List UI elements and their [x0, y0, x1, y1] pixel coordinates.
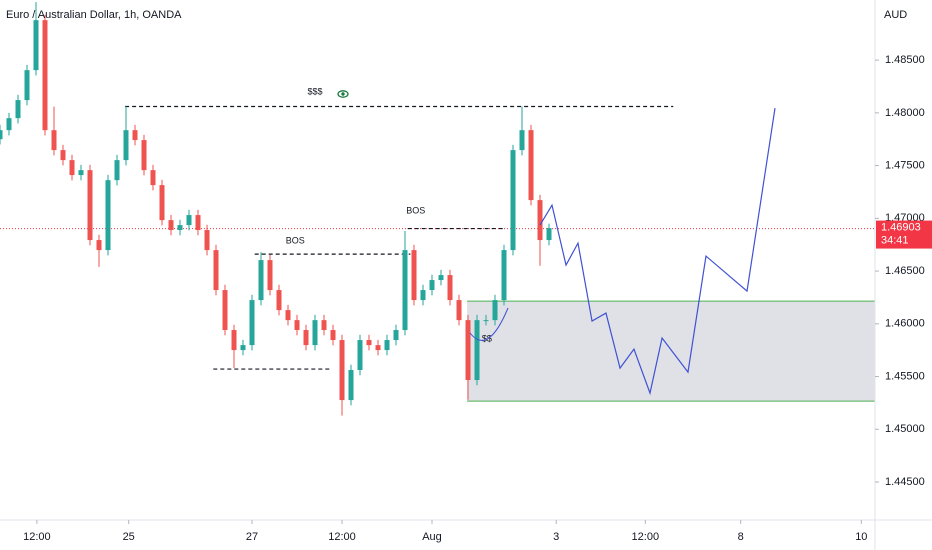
liquidity-curve	[469, 307, 509, 341]
candle-body	[168, 220, 174, 231]
candle-body	[294, 320, 300, 331]
candle-body	[0, 130, 3, 140]
candle-body	[375, 345, 381, 351]
demand-zone	[467, 301, 875, 402]
x-tick-label: 10	[855, 531, 867, 543]
annotation-label: $$	[482, 333, 492, 343]
candle-body	[348, 370, 354, 401]
x-tick-label: 12:00	[632, 531, 660, 543]
y-tick-label: 1.48000	[885, 107, 925, 119]
candle-body	[69, 160, 75, 176]
candle-body	[474, 320, 480, 381]
x-tick-label: Aug	[422, 531, 442, 543]
candle-body	[276, 290, 282, 311]
candle-body	[213, 250, 219, 291]
candle-body	[204, 230, 210, 251]
candle-body	[15, 100, 21, 119]
candle-body	[123, 130, 129, 161]
y-tick-label: 1.45000	[885, 423, 925, 435]
candle-body	[258, 260, 264, 301]
y-tick-label: 1.48500	[885, 54, 925, 66]
price-tag	[876, 220, 932, 249]
x-tick-label: 12:00	[23, 531, 51, 543]
y-tick-label: 1.45500	[885, 370, 925, 382]
candle-body	[6, 118, 12, 131]
x-tick-label: 12:00	[328, 531, 356, 543]
y-tick-label: 1.46500	[885, 265, 925, 277]
candle-body	[528, 130, 534, 201]
candle-body	[87, 170, 93, 241]
chart-title: Euro / Australian Dollar, 1h, OANDA	[6, 9, 182, 21]
candle-body	[447, 275, 453, 301]
price-tag-label: 1.46903	[881, 221, 921, 233]
x-tick-label: 25	[123, 531, 135, 543]
candle-body	[330, 330, 336, 341]
candle-body	[411, 250, 417, 301]
candle-body	[366, 340, 372, 346]
candle-body	[312, 320, 318, 346]
annotation-label: $$$	[307, 86, 322, 96]
candle-body	[402, 250, 408, 331]
candle-body	[438, 275, 444, 281]
candle-body	[186, 215, 192, 226]
candle-body	[420, 290, 426, 301]
candle-body	[483, 320, 489, 322]
candle-body	[492, 300, 498, 321]
candle-body	[510, 150, 516, 251]
projection-line	[539, 108, 776, 396]
candle-body	[465, 320, 471, 381]
candle-body	[150, 170, 156, 186]
candle-body	[51, 130, 57, 151]
candle-body	[105, 180, 111, 251]
candle-body	[546, 228, 552, 241]
eye-icon	[337, 90, 349, 98]
candle-body	[60, 150, 66, 161]
y-tick-label: 1.46000	[885, 318, 925, 330]
candle-body	[303, 330, 309, 346]
annotation-label: BOS	[286, 235, 305, 245]
candle-body	[240, 345, 246, 351]
price-countdown: 34:41	[881, 234, 909, 246]
candle-body	[249, 300, 255, 346]
candle-body	[267, 260, 273, 291]
candle-body	[285, 310, 291, 321]
candle-body	[339, 340, 345, 401]
candle-body	[24, 70, 30, 101]
candle-body	[384, 340, 390, 351]
candle-body	[132, 130, 138, 141]
candle-body	[357, 340, 363, 371]
candle-body	[537, 200, 543, 241]
x-tick-label: 8	[738, 531, 744, 543]
candle-body	[321, 320, 327, 331]
y-tick-label: 1.47500	[885, 160, 925, 172]
candle-body	[456, 300, 462, 321]
candle-body	[519, 130, 525, 151]
candle-body	[114, 160, 120, 181]
annotation-label: BOS	[406, 205, 425, 215]
candle-body	[501, 250, 507, 301]
candle-body	[429, 280, 435, 291]
candle-body	[159, 185, 165, 221]
candle-body	[78, 170, 84, 176]
candle-body	[222, 290, 228, 331]
candle-body	[195, 215, 201, 231]
y-axis-label: AUD	[884, 9, 907, 21]
candle-body	[33, 20, 39, 71]
candle-body	[42, 20, 48, 131]
candle-body	[231, 330, 237, 351]
candle-body	[177, 225, 183, 231]
x-tick-label: 3	[553, 531, 559, 543]
x-tick-label: 27	[246, 531, 258, 543]
y-tick-label: 1.44500	[885, 476, 925, 488]
candle-body	[96, 240, 102, 251]
candle-body	[393, 330, 399, 341]
candle-body	[141, 140, 147, 171]
